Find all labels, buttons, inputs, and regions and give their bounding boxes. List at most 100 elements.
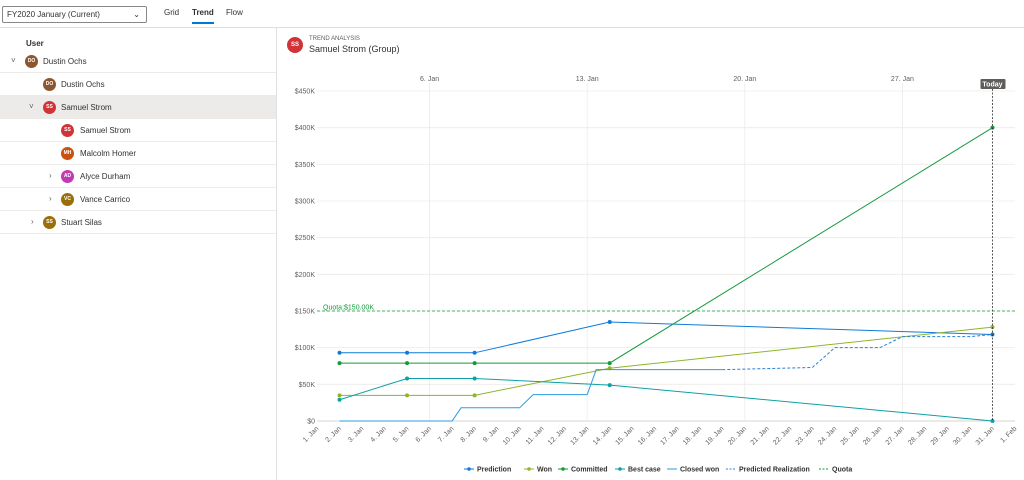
chevron-right-icon[interactable]: › [49, 171, 52, 180]
tab-grid[interactable]: Grid [164, 8, 180, 17]
legend-item[interactable]: Predicted Realization [739, 467, 810, 474]
data-point[interactable] [607, 320, 612, 324]
data-point[interactable] [472, 350, 477, 355]
x-tick-label: 26. Jan [862, 425, 883, 446]
user-name[interactable]: Vance Carrico [80, 195, 131, 204]
week-label: 27. Jan [891, 76, 914, 83]
x-tick-label: 2. Jan [324, 425, 343, 444]
user-name[interactable]: Samuel Strom [61, 103, 112, 112]
avatar: SS [43, 101, 56, 114]
series-line-won[interactable] [339, 326, 993, 396]
grid-row[interactable]: › AD Alyce Durham [0, 165, 276, 188]
week-label: 13. Jan [576, 76, 599, 83]
x-tick-label: 5. Jan [392, 425, 411, 444]
legend-item[interactable]: Committed [571, 467, 608, 474]
user-column-header[interactable]: User [26, 39, 44, 48]
avatar: SS [287, 37, 303, 53]
x-tick-label: 4. Jan [370, 425, 389, 444]
x-tick-label: 19. Jan [705, 425, 726, 446]
top-toolbar: FY2020 January (Current) ⌄ Grid Trend Fl… [0, 0, 1024, 28]
trend-title: Samuel Strom (Group) [309, 44, 400, 54]
series-line-best-case[interactable] [339, 377, 993, 422]
legend-item[interactable]: Prediction [477, 467, 511, 474]
data-point[interactable] [472, 361, 477, 366]
period-value: FY2020 January (Current) [7, 10, 100, 19]
data-point[interactable] [472, 393, 477, 398]
series-line-predicted-realization[interactable] [722, 333, 993, 371]
grid-row[interactable]: MH Malcolm Homer [0, 142, 276, 165]
grid-row[interactable]: ˅ DO Dustin Ochs [0, 50, 276, 73]
week-label: 20. Jan [733, 76, 756, 83]
legend-item[interactable]: Closed won [680, 467, 719, 474]
today-label: Today [982, 82, 1002, 89]
x-tick-label: 8. Jan [460, 425, 479, 444]
tab-trend[interactable]: Trend [192, 8, 214, 24]
x-tick-label: 28. Jan [907, 425, 928, 446]
chevron-right-icon[interactable]: › [31, 217, 34, 226]
data-point[interactable] [472, 376, 477, 381]
data-point[interactable] [337, 350, 342, 355]
y-tick-label: $100K [295, 345, 316, 352]
trend-subtitle: TREND ANALYSIS [309, 36, 360, 42]
period-dropdown[interactable]: FY2020 January (Current) ⌄ [2, 6, 147, 23]
y-tick-label: $400K [295, 125, 316, 132]
y-tick-label: $250K [295, 235, 316, 242]
legend-marker [527, 467, 531, 471]
data-point[interactable] [405, 361, 410, 366]
grid-row[interactable]: DO Dustin Ochs [0, 73, 276, 96]
x-tick-label: 15. Jan [614, 425, 635, 446]
trend-chart: $0 $50K $100K $150K $200K $250K $300K $350K $400… [295, 76, 1019, 474]
series-line-closed-won[interactable] [339, 369, 723, 422]
grid-row[interactable]: › VC Vance Carrico [0, 188, 276, 211]
x-tick-label: 3. Jan [347, 425, 366, 444]
legend-item[interactable]: Quota [832, 467, 852, 474]
x-tick-label: 7. Jan [437, 425, 456, 444]
chevron-down-icon[interactable]: ˅ [29, 102, 34, 111]
week-label: 6. Jan [420, 76, 439, 83]
data-point[interactable] [405, 393, 410, 398]
user-grid: User ˅ DO Dustin Ochs DO Dustin Ochs ˅ SS Samue… [0, 28, 277, 480]
user-name[interactable]: Samuel Strom [80, 126, 131, 135]
data-point[interactable] [607, 361, 612, 366]
chevron-down-icon: ⌄ [133, 10, 140, 19]
x-tick-label: 6. Jan [415, 425, 434, 444]
x-tick-label: 11. Jan [525, 425, 546, 446]
data-point[interactable] [337, 361, 342, 366]
avatar: VC [61, 193, 74, 206]
series-line-committed[interactable] [339, 127, 993, 364]
y-tick-label: $200K [295, 272, 316, 279]
data-point[interactable] [607, 383, 612, 388]
x-tick-label: 12. Jan [547, 425, 568, 446]
today-badge [980, 79, 1006, 89]
data-point[interactable] [405, 350, 410, 355]
legend-item[interactable]: Best case [628, 467, 661, 474]
x-tick-label: 14. Jan [592, 425, 613, 446]
avatar: AD [61, 170, 74, 183]
quota-label: Quota:$150.00K [323, 305, 374, 312]
chevron-right-icon[interactable]: › [49, 194, 52, 203]
avatar: DO [43, 78, 56, 91]
user-name[interactable]: Dustin Ochs [43, 57, 87, 66]
x-tick-label: 16. Jan [637, 425, 658, 446]
tab-flow[interactable]: Flow [226, 8, 243, 17]
user-name[interactable]: Alyce Durham [80, 172, 131, 181]
data-point[interactable] [990, 419, 995, 423]
chevron-down-icon[interactable]: ˅ [11, 56, 16, 65]
y-tick-label: $450K [295, 89, 316, 96]
avatar: MH [61, 147, 74, 160]
data-point[interactable] [405, 376, 410, 381]
y-tick-label: $300K [295, 199, 316, 206]
data-point[interactable] [337, 393, 342, 398]
x-tick-label: 31. Jan [975, 425, 996, 446]
data-point[interactable] [337, 397, 342, 402]
grid-row[interactable]: SS Samuel Strom [0, 119, 276, 142]
user-name[interactable]: Malcolm Homer [80, 149, 137, 158]
x-tick-label: 30. Jan [952, 425, 973, 446]
x-tick-label: 29. Jan [930, 425, 951, 446]
grid-row[interactable]: ˅ SS Samuel Strom [0, 96, 276, 119]
user-name[interactable]: Dustin Ochs [61, 80, 105, 89]
user-name[interactable]: Stuart Silas [61, 218, 102, 227]
x-tick-label: 27. Jan [885, 425, 906, 446]
grid-row[interactable]: › SS Stuart Silas [0, 211, 276, 234]
legend-item[interactable]: Won [537, 467, 552, 474]
